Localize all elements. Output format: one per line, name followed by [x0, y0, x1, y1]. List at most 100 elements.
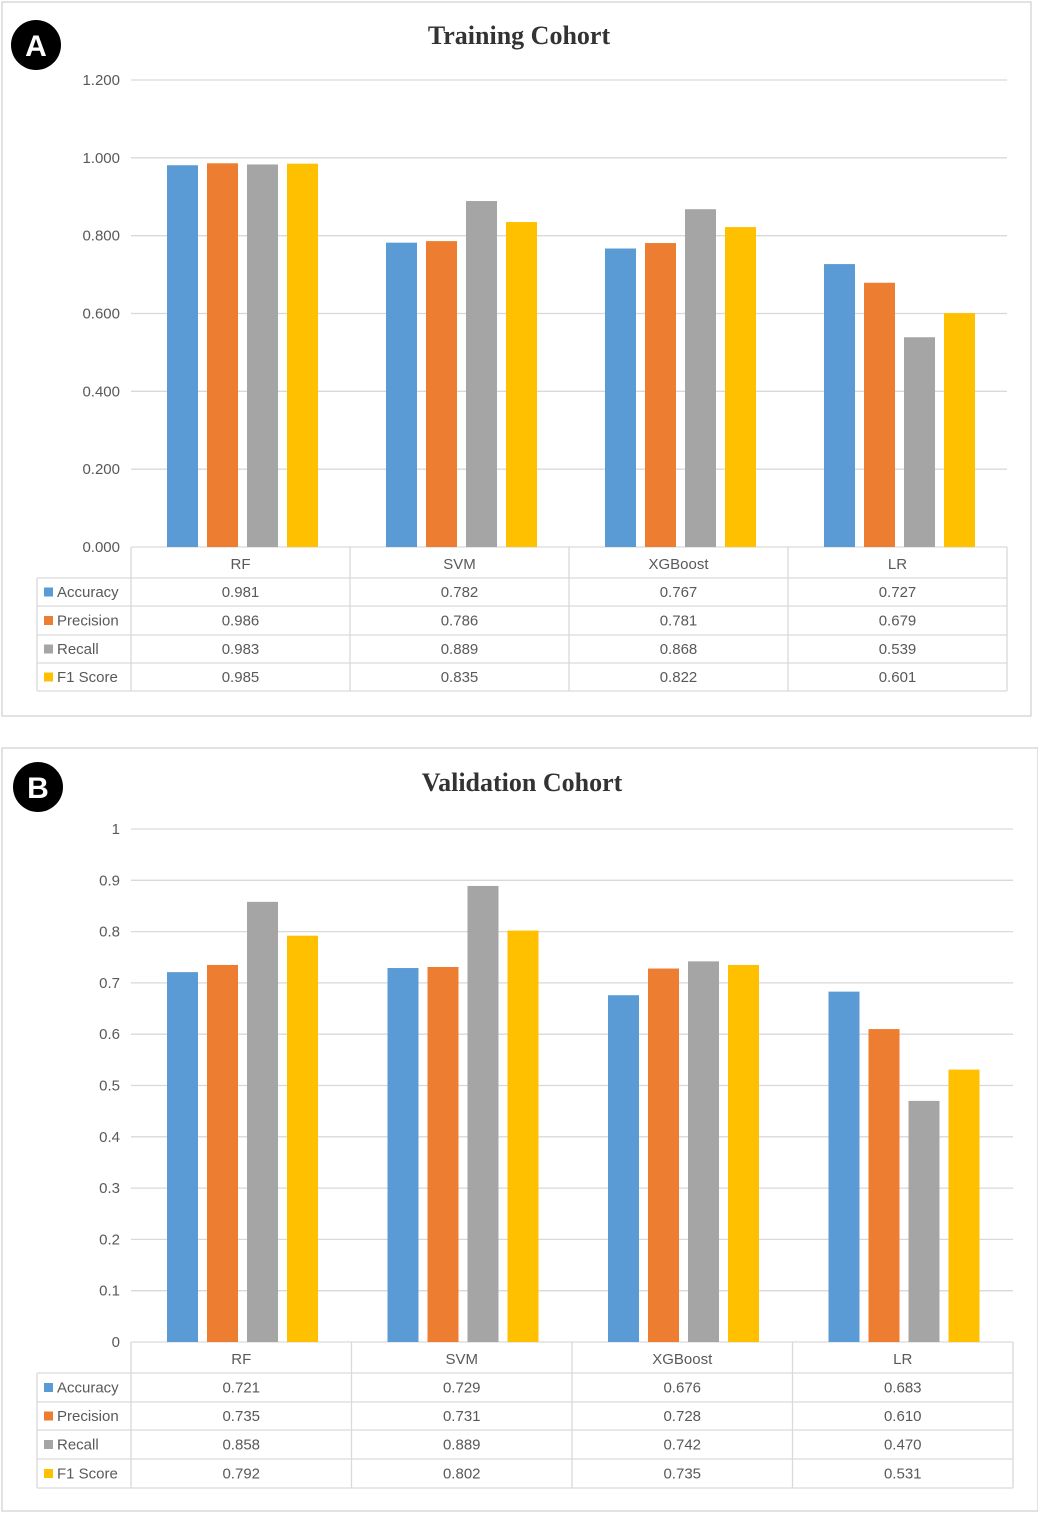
data-label: 0.539 — [879, 641, 917, 658]
bar-accuracy-rf — [167, 972, 198, 1342]
bar-recall-svm — [467, 885, 499, 1342]
panel-badge — [13, 762, 63, 812]
bar-accuracy-xgboost — [608, 995, 639, 1342]
data-label: 0.782 — [441, 584, 479, 601]
y-tick-label: 0.400 — [82, 383, 120, 400]
data-label: 0.981 — [222, 584, 260, 601]
legend-swatch — [44, 672, 53, 682]
data-label: 0.889 — [441, 641, 479, 658]
category-label: RF — [231, 556, 251, 573]
bar-accuracy-svm — [386, 242, 417, 547]
y-tick-label: 0.8 — [99, 924, 120, 941]
legend-label: Recall — [57, 641, 99, 658]
bar-f1-score-lr — [948, 1069, 980, 1342]
legend-swatch — [44, 1411, 53, 1421]
y-tick-label: 0.800 — [82, 228, 120, 245]
data-label: 0.802 — [443, 1466, 481, 1483]
y-tick-label: 0.6 — [99, 1026, 120, 1043]
legend-label: Recall — [57, 1437, 99, 1454]
bar-precision-rf — [207, 163, 238, 547]
data-label: 0.767 — [660, 584, 698, 601]
legend-label: Precision — [57, 613, 119, 630]
bar-f1-score-xgboost — [728, 964, 759, 1342]
legend-label: Accuracy — [57, 584, 119, 601]
data-label: 0.728 — [663, 1408, 701, 1425]
legend-swatch — [44, 1469, 53, 1478]
panel-badge — [11, 20, 61, 70]
bar-precision-xgboost — [645, 243, 676, 547]
bar-accuracy-svm — [387, 968, 419, 1342]
chart-panel-a: A Training Cohort 0.000 0.200 0.400 0.600 0.80… — [1, 1, 1032, 717]
bar-precision-lr — [868, 1029, 900, 1342]
data-label: 0.792 — [222, 1466, 260, 1483]
bar-recall-lr — [904, 337, 935, 547]
category-label: SVM — [443, 556, 476, 573]
y-tick-label: 0.7 — [99, 975, 120, 992]
bar-recall-svm — [466, 201, 497, 548]
data-label: 0.986 — [222, 613, 260, 630]
bar-accuracy-lr — [824, 264, 855, 547]
data-label: 0.676 — [663, 1380, 701, 1397]
legend-label: F1 Score — [57, 669, 118, 686]
bar-precision-svm — [426, 241, 457, 548]
category-label: SVM — [445, 1351, 478, 1368]
bar-precision-svm — [427, 966, 459, 1342]
data-label: 0.742 — [663, 1437, 701, 1454]
bar-precision-xgboost — [648, 968, 679, 1342]
legend-swatch — [44, 644, 53, 654]
data-label: 0.601 — [879, 669, 917, 686]
legend-label: Accuracy — [57, 1380, 119, 1397]
y-tick-label: 1.200 — [82, 72, 120, 89]
legend-swatch — [44, 1383, 53, 1392]
bar-recall-rf — [247, 901, 278, 1342]
data-label: 0.858 — [222, 1437, 260, 1454]
bar-recall-xgboost — [685, 209, 716, 547]
bar-f1-score-lr — [944, 313, 975, 547]
bar-accuracy-xgboost — [605, 248, 636, 548]
data-label: 0.985 — [222, 669, 260, 686]
category-label: XGBoost — [648, 556, 709, 573]
bar-f1-score-rf — [287, 935, 318, 1342]
panel-label: A — [25, 30, 47, 63]
y-tick-label: 0.600 — [82, 306, 120, 323]
bar-accuracy-lr — [828, 991, 860, 1342]
category-label: XGBoost — [652, 1351, 713, 1368]
legend-swatch — [44, 587, 53, 597]
y-tick-label: 0.2 — [99, 1231, 120, 1248]
bar-precision-rf — [207, 964, 238, 1342]
bar-f1-score-svm — [506, 222, 537, 547]
y-tick-label: 1 — [112, 821, 120, 838]
data-label: 0.683 — [884, 1380, 922, 1397]
data-table: RF SVM XGBoost LR Accuracy 0.721 0.729 0.676 0.6… — [36, 1342, 1014, 1489]
data-label: 0.610 — [884, 1408, 922, 1425]
y-tick-label: 0.9 — [99, 872, 120, 889]
data-label: 0.531 — [884, 1466, 922, 1483]
bar-f1-score-xgboost — [725, 227, 756, 548]
data-label: 0.889 — [443, 1437, 481, 1454]
chart-title: Validation Cohort — [422, 768, 623, 797]
bar-f1-score-rf — [287, 163, 318, 547]
bar-f1-score-svm — [507, 930, 539, 1342]
data-label: 0.781 — [660, 613, 698, 630]
bar-recall-rf — [247, 164, 278, 548]
legend-swatch — [44, 616, 53, 625]
data-label: 0.735 — [222, 1408, 260, 1425]
category-label: RF — [231, 1351, 251, 1368]
y-tick-label: 0.5 — [99, 1078, 120, 1095]
data-label: 0.470 — [884, 1437, 922, 1454]
bar-precision-lr — [864, 282, 895, 547]
data-label: 0.868 — [660, 641, 698, 658]
data-label: 0.735 — [663, 1466, 701, 1483]
legend-label: Precision — [57, 1408, 119, 1425]
bar-recall-lr — [908, 1100, 940, 1342]
bar-accuracy-rf — [167, 165, 198, 548]
legend-label: F1 Score — [57, 1466, 118, 1483]
chart-panel-b: B Validation Cohort 0 0.1 0.2 0.3 0.4 0.5 0.6 0.7… — [1, 747, 1038, 1512]
data-label: 0.729 — [443, 1380, 481, 1397]
panel-label: B — [27, 772, 49, 805]
category-label: LR — [893, 1351, 912, 1368]
data-label: 0.786 — [441, 613, 479, 630]
y-tick-label: 0 — [112, 1334, 120, 1351]
chart-title: Training Cohort — [428, 21, 611, 50]
